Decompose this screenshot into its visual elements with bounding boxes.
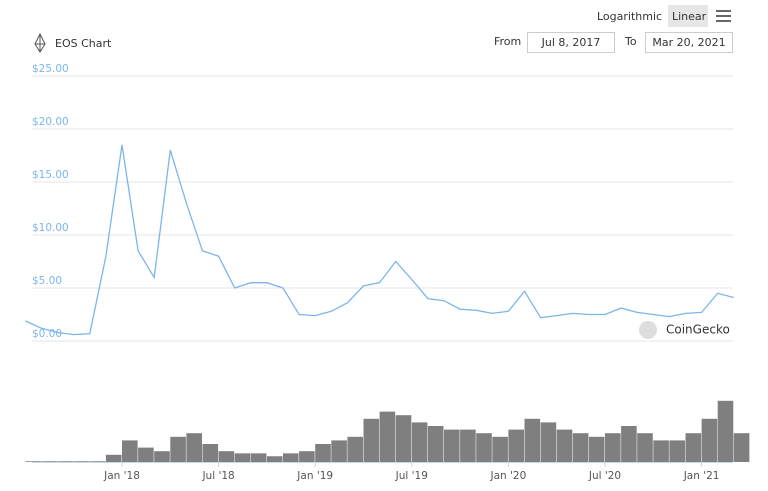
- chart-title: EOS Chart: [55, 37, 112, 50]
- x-tick-label: Jan '19: [296, 470, 333, 482]
- volume-bar: [476, 433, 492, 462]
- menu-icon[interactable]: [716, 10, 731, 22]
- volume-bar: [170, 436, 186, 462]
- volume-bar: [717, 400, 734, 462]
- price-line: [25, 144, 734, 336]
- from-date[interactable]: Jul 8, 2017: [541, 36, 601, 49]
- volume-bar: [395, 415, 412, 462]
- volume-bar: [234, 453, 251, 462]
- eos-icon: [34, 32, 46, 53]
- volume-bar: [41, 461, 58, 462]
- volume-bar: [138, 447, 154, 462]
- y-tick-label: $10.00: [32, 222, 69, 234]
- volume-bar: [572, 433, 589, 462]
- volume-bar: [331, 440, 347, 462]
- volume-bar: [299, 451, 315, 462]
- to-input[interactable]: [645, 32, 733, 53]
- x-tick-label: Jan '20: [490, 470, 527, 482]
- to-label: To: [624, 35, 637, 48]
- volume-bar: [266, 456, 283, 462]
- volume-bar: [444, 429, 460, 462]
- volume-bar: [492, 436, 508, 462]
- volume-bar: [460, 429, 476, 462]
- volume-bar: [218, 451, 235, 462]
- from-label: From: [494, 35, 521, 48]
- volume-bar: [202, 444, 219, 462]
- volume-bar: [411, 422, 428, 462]
- volume-bar: [556, 429, 573, 462]
- volume-bar: [669, 440, 685, 462]
- volume-bar: [25, 461, 41, 462]
- volume-bar: [154, 451, 170, 462]
- watermark-logo: [639, 321, 657, 339]
- y-tick-label: $5.00: [32, 275, 62, 287]
- from-input[interactable]: [527, 32, 615, 53]
- volume-bar: [250, 453, 267, 462]
- volume-bar: [540, 422, 557, 462]
- y-tick-label: $0.00: [32, 328, 62, 340]
- volume-bar: [508, 429, 524, 462]
- linear-button[interactable]: Linear: [672, 10, 707, 23]
- volume-bar: [186, 433, 202, 462]
- linear-button-bg[interactable]: [668, 5, 708, 27]
- volume-bar: [621, 426, 637, 462]
- volume-bar: [363, 418, 380, 462]
- volume-bar: [653, 440, 669, 462]
- volume-bar: [347, 436, 363, 462]
- volume-bar: [605, 433, 621, 462]
- volume-bar: [733, 433, 750, 462]
- volume-bar: [637, 433, 653, 462]
- volume-bar: [379, 411, 396, 462]
- x-tick-label: Jan '18: [103, 470, 140, 482]
- watermark: CoinGecko: [666, 323, 730, 337]
- volume-bar: [685, 433, 702, 462]
- volume-bar: [122, 440, 138, 462]
- x-tick-label: Jul '20: [588, 470, 621, 482]
- volume-bar: [73, 461, 90, 462]
- volume-bar: [105, 454, 122, 462]
- volume-bar: [57, 461, 74, 462]
- volume-bar: [89, 461, 106, 462]
- to-date[interactable]: Mar 20, 2021: [652, 36, 725, 49]
- y-tick-label: $20.00: [32, 116, 69, 128]
- volume-bar: [701, 418, 718, 462]
- y-tick-label: $15.00: [32, 169, 69, 181]
- y-tick-label: $25.00: [32, 63, 69, 75]
- x-tick-label: Jan '21: [683, 470, 720, 482]
- volume-bar: [427, 426, 444, 462]
- volume-bar: [524, 418, 541, 462]
- volume-bar: [588, 436, 605, 462]
- x-tick-label: Jul '18: [201, 470, 234, 482]
- log-button[interactable]: Logarithmic: [597, 10, 662, 23]
- volume-bar: [315, 444, 331, 462]
- x-tick-label: Jul '19: [395, 470, 428, 482]
- volume-bar: [283, 453, 299, 462]
